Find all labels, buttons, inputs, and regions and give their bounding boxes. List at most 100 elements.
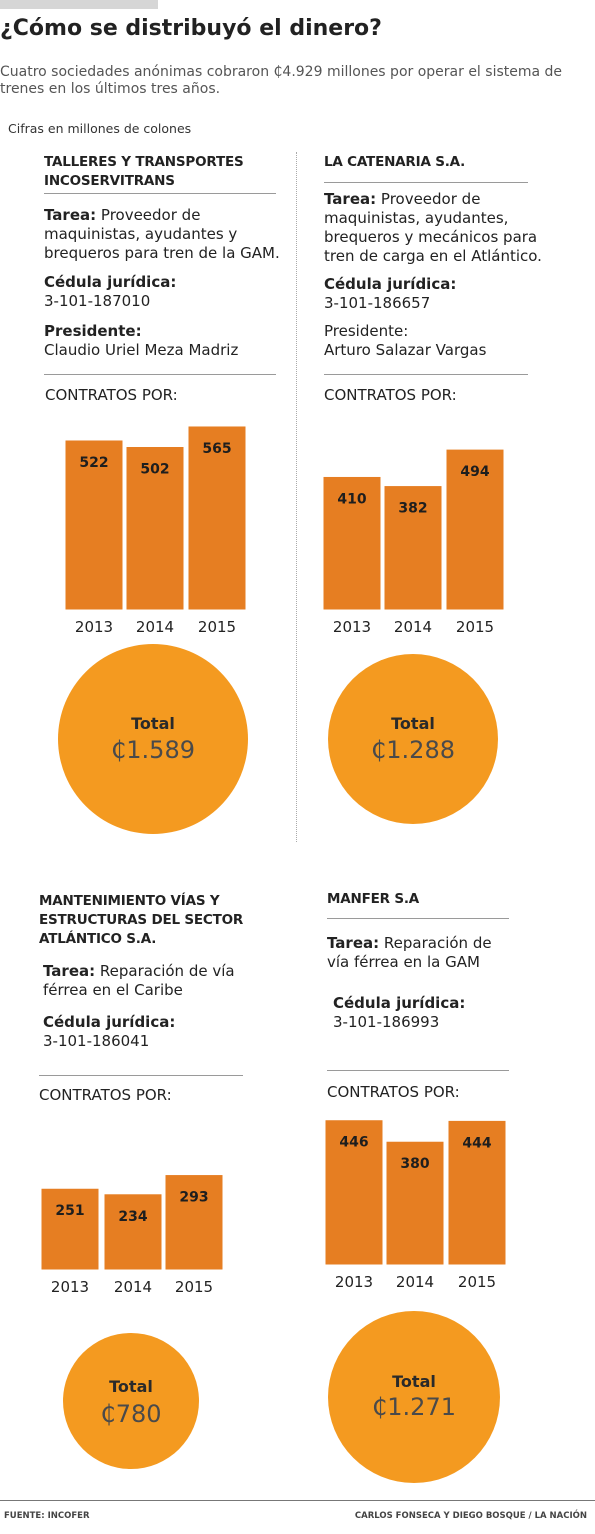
- column-divider: [296, 152, 297, 842]
- bar-2015: [187, 425, 247, 611]
- bar-2013: [322, 475, 382, 611]
- task-text: Tarea: Proveedor de maquinistas, ayudant…: [44, 206, 284, 263]
- units-note: Cifras en millones de colones: [8, 121, 192, 136]
- x-tick-label: 2015: [458, 1273, 496, 1291]
- bar-2013: [64, 439, 124, 611]
- company-name-line: MANTENIMIENTO VÍAS Y: [39, 893, 220, 909]
- task-label: Tarea:: [44, 206, 97, 224]
- company-name-line: INCOSERVITRANS: [44, 173, 175, 189]
- total-value: ₵1.589: [111, 736, 195, 764]
- bar-value-label: 444: [462, 1135, 491, 1151]
- task-text: Tarea: Reparación de vía férrea en la GA…: [327, 934, 502, 972]
- separator: [44, 193, 276, 194]
- task-text: Tarea: Reparación de vía férrea en el Ca…: [43, 962, 243, 1000]
- total-value: ₵1.271: [372, 1393, 456, 1421]
- company-name-line: ATLÁNTICO S.A.: [39, 931, 157, 947]
- separator: [327, 1070, 509, 1071]
- task-label: Tarea:: [324, 190, 377, 208]
- bar-value-label: 446: [339, 1135, 368, 1151]
- separator: [39, 1075, 243, 1076]
- page-title: ¿Cómo se distribuyó el dinero?: [0, 16, 382, 41]
- contracts-label: CONTRATOS POR:: [45, 386, 178, 404]
- cedula-value: 3-101-186657: [324, 294, 431, 312]
- bar-2015: [445, 448, 505, 611]
- company-name-line: TALLERES Y TRANSPORTES: [44, 154, 244, 170]
- x-tick-label: 2013: [51, 1278, 89, 1296]
- x-tick-label: 2014: [396, 1273, 434, 1291]
- cedula-value: 3-101-187010: [44, 292, 151, 310]
- bar-2014: [125, 445, 185, 611]
- company-name: MANFER S.A: [327, 890, 419, 909]
- bar-value-label: 382: [398, 501, 427, 517]
- x-tick-label: 2015: [175, 1278, 213, 1296]
- separator: [324, 374, 528, 375]
- cedula-label: Cédula jurídica:: [324, 275, 457, 293]
- footer-divider: [0, 1500, 595, 1501]
- x-tick-label: 2015: [198, 618, 236, 636]
- bar-chart-manfer: 446 2013 380 2014 444 2015: [324, 1119, 507, 1291]
- president-block: Presidente: Arturo Salazar Vargas: [324, 322, 486, 360]
- task-text: Tarea: Proveedor de maquinistas, ayudant…: [324, 190, 550, 266]
- bar-value-label: 522: [79, 455, 108, 471]
- bar-2013: [40, 1187, 100, 1271]
- cedula-value: 3-101-186993: [333, 1013, 440, 1031]
- total-label: Total: [109, 1377, 153, 1396]
- bar-2014: [103, 1193, 163, 1271]
- total-circle: Total ₵1.589: [58, 644, 248, 834]
- total-circle: Total ₵1.288: [328, 654, 498, 824]
- bar-chart-incoservitrans: 522 2013 502 2014 565 2015: [64, 425, 247, 636]
- bar-value-label: 494: [460, 464, 489, 480]
- bar-value-label: 502: [140, 461, 169, 477]
- task-label: Tarea:: [43, 962, 96, 980]
- author-credit: CARLOS FONSECA Y DIEGO BOSQUE / LA NACIÓ…: [354, 1511, 587, 1521]
- x-tick-label: 2015: [456, 618, 494, 636]
- page-subtitle: Cuatro sociedades anónimas cobraron ₵4.9…: [0, 64, 563, 97]
- cedula-block: Cédula jurídica: 3-101-186657: [324, 275, 456, 313]
- total-value: ₵1.288: [371, 736, 455, 764]
- company-name-line: LA CATENARIA S.A.: [324, 154, 466, 170]
- bar-2015: [164, 1174, 224, 1271]
- cedula-label: Cédula jurídica:: [43, 1013, 176, 1031]
- company-name: TALLERES Y TRANSPORTES INCOSERVITRANS: [44, 153, 244, 191]
- bar-2013: [324, 1119, 384, 1266]
- total-label: Total: [391, 714, 435, 733]
- president-value: Claudio Uriel Meza Madriz: [44, 341, 239, 359]
- cedula-block: Cédula jurídica: 3-101-187010: [44, 273, 176, 311]
- contracts-label: CONTRATOS POR:: [327, 1083, 460, 1101]
- company-name-line: ESTRUCTURAS DEL SECTOR: [39, 912, 244, 928]
- top-accent-bar: [0, 0, 158, 9]
- x-tick-label: 2014: [114, 1278, 152, 1296]
- task-description: Proveedor de maquinistas, ayudantes, bre…: [324, 190, 542, 265]
- total-circle: Total ₵780: [63, 1333, 199, 1469]
- x-tick-label: 2014: [136, 618, 174, 636]
- company-name: LA CATENARIA S.A.: [324, 153, 465, 172]
- bar-value-label: 410: [337, 491, 366, 507]
- cedula-label: Cédula jurídica:: [44, 273, 177, 291]
- bar-2014: [383, 485, 443, 611]
- bar-value-label: 380: [400, 1156, 429, 1172]
- bar-2014: [385, 1140, 445, 1266]
- x-tick-label: 2013: [75, 618, 113, 636]
- bar-chart-la-catenaria: 410 2013 382 2014 494 2015: [322, 448, 505, 636]
- bar-value-label: 234: [118, 1209, 147, 1225]
- cedula-value: 3-101-186041: [43, 1032, 150, 1050]
- president-label: Presidente:: [324, 322, 409, 340]
- task-description: Reparación de vía férrea en la GAM: [327, 934, 492, 971]
- bar-value-label: 565: [202, 441, 231, 457]
- cedula-block: Cédula jurídica: 3-101-186993: [333, 994, 465, 1032]
- president-value: Arturo Salazar Vargas: [324, 341, 487, 359]
- contracts-label: CONTRATOS POR:: [324, 386, 457, 404]
- bar-value-label: 293: [179, 1190, 208, 1206]
- task-label: Tarea:: [327, 934, 380, 952]
- task-description: Proveedor de maquinistas, ayudantes y br…: [44, 206, 280, 262]
- separator: [44, 374, 276, 375]
- total-circle: Total ₵1.271: [328, 1311, 500, 1483]
- separator: [327, 918, 509, 919]
- task-description: Reparación de vía férrea en el Caribe: [43, 962, 235, 999]
- cedula-block: Cédula jurídica: 3-101-186041: [43, 1013, 175, 1051]
- source-credit: FUENTE: INCOFER: [4, 1511, 90, 1521]
- cedula-label: Cédula jurídica:: [333, 994, 466, 1012]
- total-label: Total: [392, 1372, 436, 1391]
- separator: [324, 182, 528, 183]
- total-value: ₵780: [100, 1400, 162, 1428]
